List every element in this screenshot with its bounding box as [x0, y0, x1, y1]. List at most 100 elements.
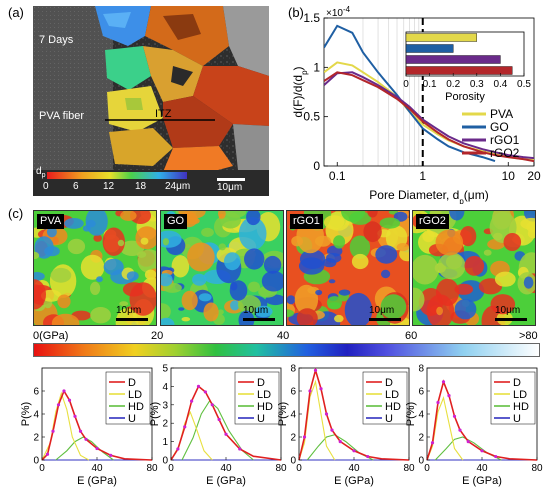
modulus-map-rgo2: rGO2 10μm — [412, 210, 536, 326]
inset-xlabel: Porosity — [445, 91, 485, 103]
cbar-a-tick: 12 — [103, 181, 115, 192]
x-tick-label: 0.1 — [329, 169, 346, 183]
x-tick-label: 80 — [403, 463, 415, 474]
series-line-rgo2 — [324, 71, 534, 163]
legend-label: HD — [513, 401, 529, 413]
legend-label: HD — [257, 401, 273, 413]
data-point — [452, 414, 457, 418]
porosity-bar-rgo2 — [405, 66, 513, 75]
modulus-colorbar-ticks: 0(GPa) 20 40 60 >80 — [33, 330, 538, 342]
y-tick-label: 1 — [162, 437, 168, 448]
map-tag: rGO2 — [416, 214, 449, 229]
data-point — [176, 447, 180, 451]
modulus-map-go: GO 10μm — [160, 210, 284, 326]
series-line-rgo1 — [324, 71, 534, 160]
y-tick-label: 8 — [418, 364, 424, 375]
modulus-map-image — [413, 211, 535, 325]
x-tick-label: 40 — [91, 463, 103, 474]
porosity-bar-go — [405, 44, 454, 53]
legend-label: U — [128, 413, 136, 425]
y-tick-label: 1.5 — [303, 11, 320, 25]
y-exponent: ×10-4 — [326, 5, 351, 20]
y-tick-label: 6 — [290, 387, 296, 398]
y-tick-label: 0 — [290, 456, 296, 467]
y-tick-label: 2 — [290, 433, 296, 444]
panel-label-c: (c) — [8, 206, 24, 221]
data-point — [466, 440, 470, 444]
porosity-bar-rgo1 — [405, 55, 501, 64]
chart-b-ylabel: d(F)/d(dp) — [291, 66, 309, 117]
data-point — [494, 454, 498, 459]
data-point — [56, 403, 61, 407]
y-tick-label: 2 — [162, 419, 168, 430]
map-scale-label: 10μm — [495, 305, 521, 316]
modulus-map-pva: PVA 10μm — [33, 210, 157, 326]
modulus-map-image — [34, 211, 156, 325]
scale-label-a: 10μm — [217, 182, 243, 193]
legend-label: D — [257, 377, 265, 389]
legend-label: U — [385, 413, 393, 425]
legend-label: U — [257, 413, 265, 425]
cbar-a-tick: 24μm — [165, 181, 191, 192]
legend-label: GO — [490, 120, 509, 134]
pore-size-colorbar — [47, 172, 187, 179]
y-tick-label: 6 — [33, 387, 39, 398]
legend-label: PVA — [490, 107, 513, 121]
y-tick-label: 4 — [162, 382, 168, 393]
legend-label: D — [513, 377, 521, 389]
y-tick-label: 0 — [313, 159, 320, 173]
x-tick-label: 0 — [296, 463, 302, 474]
map-scale-bar — [495, 318, 527, 321]
data-point — [330, 428, 334, 432]
data-point — [480, 449, 484, 453]
data-point — [109, 453, 113, 457]
data-point — [302, 435, 307, 439]
x-tick-label: 80 — [531, 463, 543, 474]
legend-label: D — [385, 377, 393, 389]
cbar-c-tick: 20 — [151, 330, 164, 342]
pore-distribution-chart: 0.1 1 10 20 0 0.5 1 1.5 ×10-4 1.5 ×10-4 0 0.1 0.2 0.… — [291, 5, 541, 205]
legend-label: LD — [257, 389, 271, 401]
data-point — [441, 380, 446, 384]
data-point — [430, 441, 435, 445]
x-tick-label: 1 — [419, 169, 426, 183]
curve-ld — [426, 396, 464, 461]
y-axis-label: P(%) — [149, 402, 161, 426]
cbar-c-tick: 40 — [277, 330, 290, 342]
sem-micrograph: 7 Days PVA fiber ITZ dp 0 6 12 18 24μm 1… — [33, 6, 269, 196]
y-tick-label: 4 — [290, 410, 296, 421]
data-point — [51, 429, 55, 433]
data-point — [308, 389, 312, 393]
panel-label-b: (b) — [288, 5, 304, 20]
inset-tick-label: 0.5 — [517, 79, 531, 90]
y-tick-label: 0.5 — [303, 110, 320, 124]
y-axis-label: P(%) — [405, 402, 417, 426]
x-tick-label: 40 — [220, 463, 232, 474]
cbar-c-tick: 0(GPa) — [33, 330, 69, 342]
itz-label: ITZ — [155, 108, 172, 120]
data-point — [210, 403, 214, 407]
map-scale-bar — [243, 318, 275, 321]
legend-label: LD — [385, 389, 399, 401]
cbar-a-tick: 18 — [135, 181, 147, 192]
map-scale-bar — [369, 318, 401, 321]
days-label: 7 Days — [39, 34, 74, 46]
modulus-map-rgo1: rGO1 10μm — [286, 210, 410, 326]
legend-label: LD — [128, 389, 142, 401]
inset-tick-label: 0.2 — [446, 79, 460, 90]
data-point — [62, 389, 66, 393]
map-scale-label: 10μm — [369, 305, 395, 316]
y-axis-label: P(%) — [277, 402, 289, 426]
chart-b-axes: 0.1 1 10 20 0 0.5 1 1.5 ×10-4 — [303, 5, 541, 184]
x-tick-label: 40 — [348, 463, 360, 474]
legend-label: HD — [128, 401, 144, 413]
data-point — [436, 400, 440, 405]
x-tick-label: 0 — [424, 463, 430, 474]
fiber-label: PVA fiber — [39, 110, 85, 122]
cbar-a-tick: 6 — [73, 181, 79, 192]
chart-b-frame — [323, 17, 535, 167]
